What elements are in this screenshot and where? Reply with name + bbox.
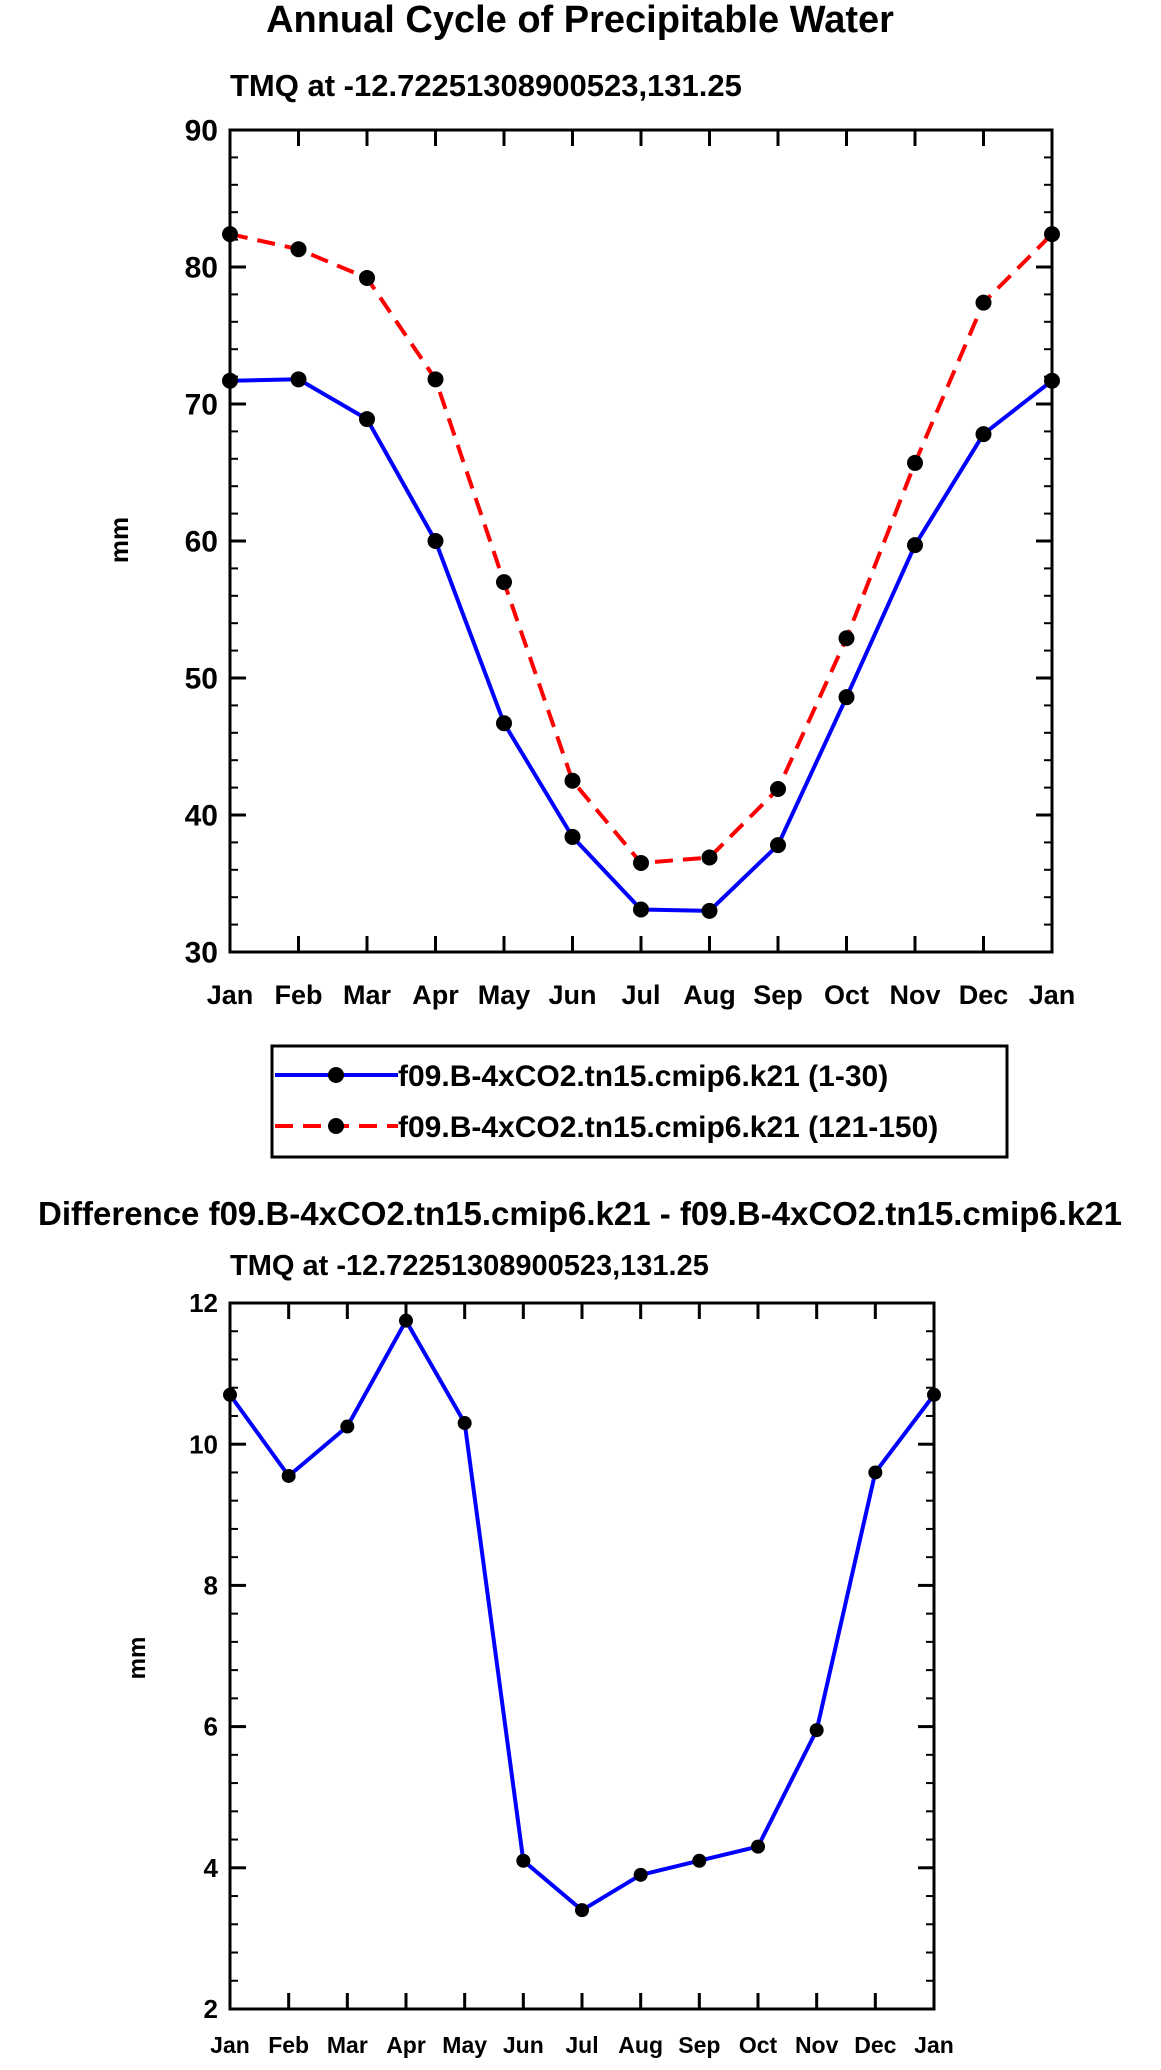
chart1-series-1-point — [359, 411, 375, 428]
legend-label-series-1: f09.B-4xCO2.tn15.cmip6.k21 (1-30) — [398, 1060, 888, 1093]
chart1-xtick-label: Mar — [343, 980, 392, 1010]
chart1-xtick-label: Nov — [889, 980, 940, 1010]
chart1-subtitle: TMQ at -12.72251308900523,131.25 — [230, 68, 742, 103]
chart2-ytick-label: 2 — [204, 1994, 218, 2024]
chart1-series-1-point — [838, 689, 855, 706]
legend-label-series-2: f09.B-4xCO2.tn15.cmip6.k21 (121-150) — [398, 1111, 938, 1144]
chart1-legend: f09.B-4xCO2.tn15.cmip6.k21 (1-30) f09.B-… — [270, 1044, 1009, 1159]
chart2-xtick-label: Nov — [795, 2032, 839, 2058]
chart1-series-1-point — [564, 828, 581, 845]
chart1-series-2-point — [633, 854, 649, 871]
chart2-title: Difference f09.B-4xCO2.tn15.cmip6.k21 - … — [38, 1195, 1122, 1232]
chart1-title: Annual Cycle of Precipitable Water — [266, 0, 894, 41]
chart2-xtick-label: Jul — [565, 2032, 598, 2058]
chart1-series-1-point — [1044, 372, 1060, 389]
chart2-xtick-label: Jun — [503, 2032, 544, 2058]
chart1-series-1-point — [427, 533, 444, 549]
chart1-series-2-point — [290, 241, 307, 258]
chart2-ytick-label: 4 — [204, 1853, 219, 1883]
chart2-xtick-label: Jan — [210, 2032, 250, 2058]
chart2-series-1-point — [399, 1313, 413, 1328]
chart1-frame — [228, 128, 1054, 954]
legend-box — [270, 1044, 1009, 1159]
chart2-series-1-line — [228, 1318, 936, 1913]
chart1-series-2-point — [701, 849, 718, 866]
chart2-series-1-point — [223, 1387, 237, 1402]
chart1-xtick-label: Dec — [959, 980, 1009, 1010]
chart1-series-1-point — [222, 372, 238, 389]
chart1-series-2-point — [564, 772, 581, 789]
chart1-series-1-point — [633, 901, 649, 918]
chart1-xtick-label: Apr — [412, 980, 459, 1010]
chart2-series-1-point — [633, 1867, 648, 1882]
chart1-series-2-point — [359, 269, 375, 286]
chart2-xtick-label: Sep — [678, 2032, 720, 2058]
chart2-series-1-point — [281, 1468, 296, 1483]
chart2-xtick-label: Dec — [854, 2032, 896, 2058]
chart1-series-2-point — [975, 294, 992, 311]
chart2-xtick-label: May — [442, 2032, 487, 2058]
chart1-series-1-point — [701, 902, 718, 919]
chart2-y-axis-label: mm — [124, 1637, 151, 1680]
chart2-ytick-label: 6 — [204, 1712, 218, 1742]
chart2-series-1-point — [457, 1416, 472, 1431]
chart2-series-1-point — [692, 1853, 707, 1868]
chart1-xtick-label: Oct — [824, 980, 869, 1010]
chart1-xtick-label: Feb — [274, 980, 322, 1010]
chart2-ytick-label: 8 — [204, 1571, 218, 1601]
chart1-series-1-point — [290, 371, 307, 388]
chart1-xtick-label: Aug — [683, 980, 735, 1010]
chart1-series-1-point — [907, 537, 923, 554]
legend-marker-series-1 — [328, 1067, 344, 1083]
chart1-series-1-point — [770, 837, 786, 854]
chart1-ytick-label: 30 — [185, 937, 218, 970]
chart1-xtick-label: May — [478, 980, 531, 1010]
chart1-xtick-label: Jan — [1029, 980, 1076, 1010]
chart1-xtick-label: Jun — [548, 980, 596, 1010]
chart1-xtick-label: Jan — [207, 980, 254, 1010]
chart1-series-1-point — [496, 715, 512, 732]
chart1-xtick-label: Sep — [753, 980, 803, 1010]
chart1-series-1-line — [229, 377, 1054, 913]
chart1-series-1-point — [975, 426, 992, 443]
chart2-xtick-label: Oct — [739, 2032, 778, 2058]
chart2-frame — [228, 1301, 936, 2011]
chart2-series-1-point — [575, 1903, 589, 1918]
chart2-plot: 2 4 6 8 10 12 Jan Feb Mar Apr May Jun Jul Aug Sep Oct No… — [189, 1288, 954, 2058]
chart2-xtick-label: Mar — [327, 2032, 368, 2058]
chart1-series-2-line — [229, 232, 1054, 865]
chart2-series-1-point — [340, 1419, 355, 1434]
chart1-y-axis-label: mm — [104, 517, 134, 563]
chart2-ytick-label: 12 — [189, 1288, 218, 1318]
chart2-ytick-label: 10 — [189, 1429, 218, 1459]
chart1-xtick-label: Jul — [621, 980, 660, 1010]
chart2-subtitle: TMQ at -12.72251308900523,131.25 — [230, 1250, 709, 1282]
chart2-xtick-label: Apr — [386, 2032, 426, 2058]
legend-marker-series-2 — [328, 1118, 344, 1134]
chart2-series-1-point — [809, 1723, 824, 1738]
chart1-ytick-label: 40 — [185, 800, 218, 833]
chart1-ytick-label: 70 — [185, 389, 218, 422]
chart2-series-1-point — [751, 1839, 765, 1854]
chart2-series-1-point — [516, 1853, 531, 1868]
chart1-ytick-label: 80 — [185, 252, 218, 285]
chart2-series-1-point — [927, 1387, 941, 1402]
chart1-ytick-label: 50 — [185, 663, 218, 696]
chart2-xtick-label: Jan — [914, 2032, 954, 2058]
chart1-series-2-point — [427, 371, 444, 388]
chart1-plot: 30 40 50 60 70 80 90 Jan Feb Mar Apr May Jun Jul Aug Se… — [185, 115, 1076, 1011]
chart2-series-1-point — [868, 1465, 883, 1480]
chart1-series-2-point — [496, 574, 512, 591]
chart2-xtick-label: Aug — [618, 2032, 663, 2058]
chart1-series-2-point — [1044, 226, 1060, 243]
chart1-series-2-point — [838, 630, 855, 647]
chart1-series-2-point — [770, 780, 786, 797]
chart1-ytick-label: 90 — [185, 115, 218, 148]
chart1-series-2-point — [907, 454, 923, 471]
chart1-ytick-label: 60 — [185, 526, 218, 559]
chart1-series-2-point — [222, 226, 238, 243]
chart2-xtick-label: Feb — [268, 2032, 309, 2058]
